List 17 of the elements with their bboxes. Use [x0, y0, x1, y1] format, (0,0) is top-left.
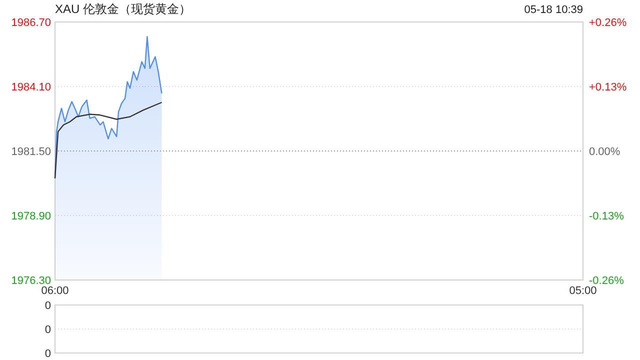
- y-tick-label: 1984.10: [11, 82, 51, 94]
- y2-tick-label: -0.26%: [589, 275, 624, 287]
- text: 0: [44, 300, 51, 312]
- chart-subtitle: 05-18 10:39: [524, 4, 583, 16]
- x-tick-label: 05:00: [569, 285, 597, 297]
- chart-title: XAU 伦敦金（现货黄金）: [55, 2, 192, 16]
- y-tick-label: 1976.30: [11, 275, 51, 287]
- y-tick-label: 1978.90: [11, 210, 51, 222]
- text: 0: [44, 348, 51, 360]
- y-tick-label: 1986.70: [11, 17, 51, 29]
- y2-tick-label: +0.13%: [589, 82, 627, 94]
- text: 0: [44, 324, 51, 336]
- y2-tick-label: 0.00%: [589, 146, 620, 158]
- y2-tick-label: -0.13%: [589, 210, 624, 222]
- x-tick-label: 06:00: [41, 285, 69, 297]
- y2-tick-label: +0.26%: [589, 17, 627, 29]
- y-tick-label: 1981.50: [11, 146, 51, 158]
